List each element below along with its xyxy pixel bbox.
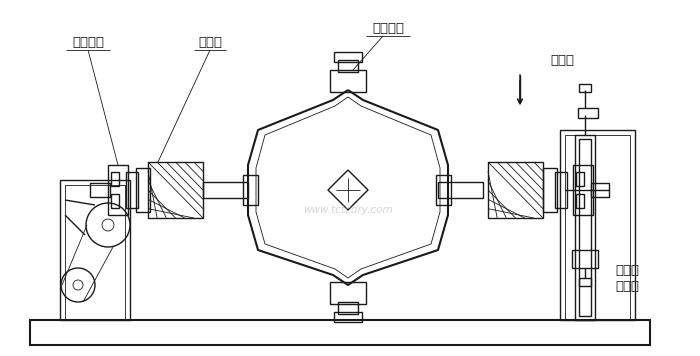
Bar xyxy=(555,172,567,208)
Bar xyxy=(565,135,630,320)
Bar xyxy=(203,182,248,198)
Text: 进热源: 进热源 xyxy=(550,53,574,67)
Bar xyxy=(543,168,557,212)
Bar xyxy=(578,108,598,118)
Text: 旋转接头: 旋转接头 xyxy=(72,36,104,48)
Bar xyxy=(576,172,584,186)
Bar xyxy=(579,139,591,316)
Bar xyxy=(136,168,150,212)
Bar xyxy=(65,185,125,320)
Bar xyxy=(60,180,130,320)
Bar xyxy=(111,194,119,208)
Bar xyxy=(334,52,362,62)
Bar xyxy=(436,175,451,205)
Text: www.tctcdry.com: www.tctcdry.com xyxy=(303,205,393,215)
Text: 密封座: 密封座 xyxy=(198,36,222,48)
Bar xyxy=(573,165,593,215)
Bar xyxy=(243,175,258,205)
Bar xyxy=(579,278,591,286)
Text: 旋转接头: 旋转接头 xyxy=(372,21,404,35)
Bar xyxy=(560,130,635,320)
Bar xyxy=(338,302,358,314)
Bar xyxy=(572,250,598,268)
Bar xyxy=(330,282,366,304)
Bar xyxy=(330,70,366,92)
Bar xyxy=(576,194,584,208)
Bar xyxy=(111,172,119,186)
Bar xyxy=(148,162,203,218)
Bar xyxy=(334,312,362,322)
Bar xyxy=(579,84,591,92)
Bar xyxy=(108,165,128,215)
Bar xyxy=(30,320,650,345)
Bar xyxy=(438,182,483,198)
Bar xyxy=(575,135,595,320)
Text: 冷凝器
或回流: 冷凝器 或回流 xyxy=(615,263,639,293)
Bar xyxy=(338,60,358,72)
Bar xyxy=(488,162,543,218)
Bar xyxy=(90,183,110,197)
Bar xyxy=(591,183,609,197)
Bar xyxy=(126,172,138,208)
